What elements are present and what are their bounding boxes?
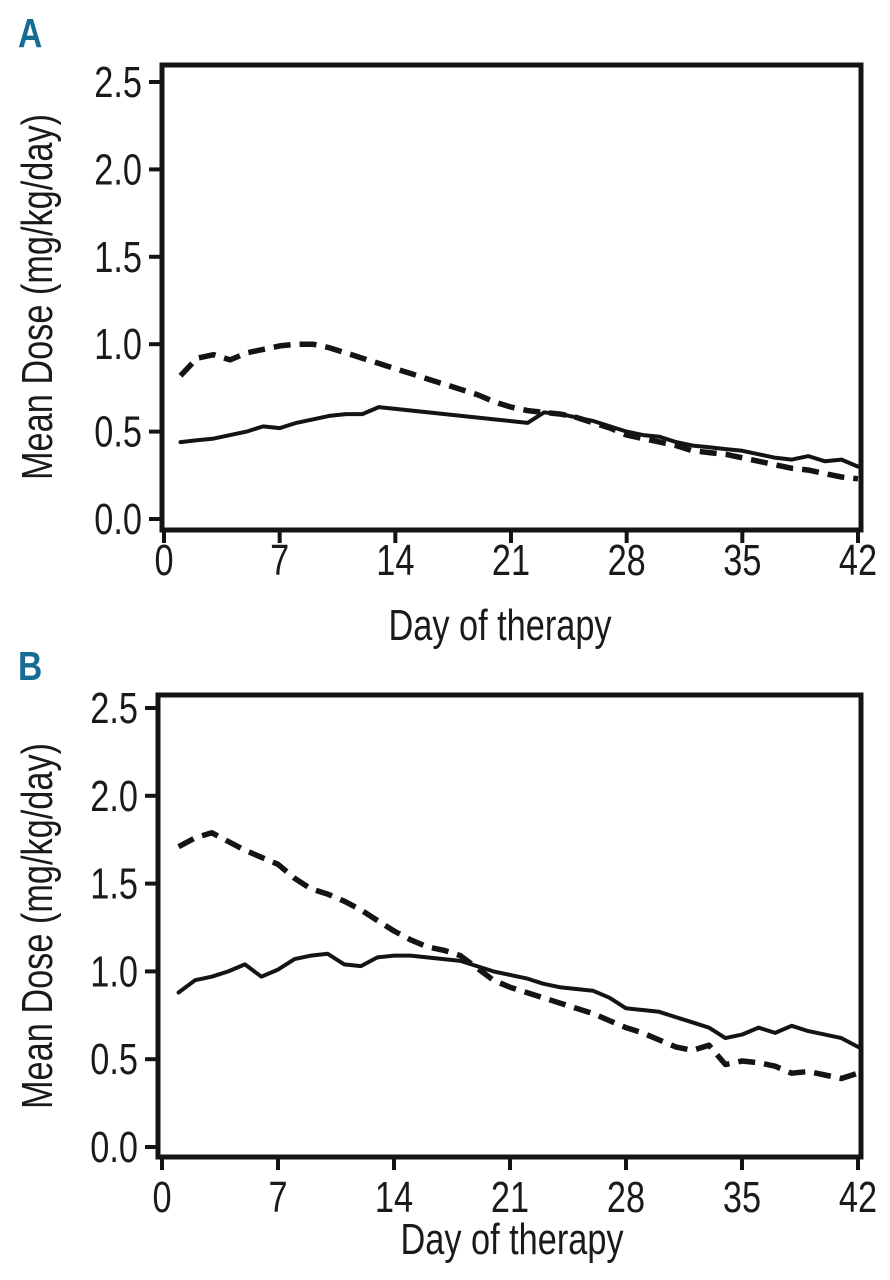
- x-tick-label-a: 21: [492, 536, 530, 585]
- x-tick-label-a: 0: [154, 536, 173, 585]
- x-tick-label-b: 21: [491, 1173, 529, 1222]
- x-tick-label-a: 28: [608, 536, 646, 585]
- y-tick-label-b: 0.5: [90, 1035, 138, 1084]
- y-tick-label-a: 2.0: [94, 145, 142, 194]
- x-tick-label-a: 7: [270, 536, 289, 585]
- y-tick-label-a: 0.5: [94, 408, 142, 457]
- x-tick-label-b: 0: [152, 1173, 171, 1222]
- panel-b-label: B: [18, 643, 43, 689]
- dashed-series-line-a: [178, 341, 859, 482]
- x-tick-label-a: 42: [839, 536, 877, 585]
- y-axis-title-b: Mean Dose (mg/kg/day): [13, 743, 62, 1109]
- solid-series-line-b: [176, 951, 860, 1049]
- y-tick-label-a: 2.5: [94, 58, 142, 107]
- panel-a: 0 7 14 21 28 35 42 0.0 0.5 1.0 1.5 2.0 2.5 Day of the…: [13, 58, 877, 650]
- x-tick-label-b: 28: [607, 1173, 645, 1222]
- dashed-series-line-b: [177, 829, 859, 1082]
- x-tick-label-a: 35: [723, 536, 761, 585]
- y-tick-label-a: 0.0: [94, 495, 142, 544]
- x-tick-label-a: 14: [376, 536, 414, 585]
- y-axis-title-a: Mean Dose (mg/kg/day): [13, 114, 62, 480]
- panel-b: 0 7 14 21 28 35 42 0.0 0.5 1.0 1.5 2.0 2.5 Day of the…: [13, 684, 877, 1264]
- y-tick-label-a: 1.5: [94, 233, 142, 282]
- panel-a-label: A: [18, 10, 43, 56]
- x-axis-title-a: Day of therapy: [388, 601, 611, 650]
- x-axis-title-b: Day of therapy: [400, 1215, 623, 1264]
- plot-frame-b: [155, 692, 864, 1160]
- x-tick-label-b: 14: [375, 1173, 413, 1222]
- solid-series-line-a: [178, 405, 860, 469]
- x-tick-label-b: 42: [839, 1173, 877, 1222]
- x-tick-label-b: 35: [723, 1173, 761, 1222]
- y-tick-label-b: 2.5: [90, 684, 138, 733]
- y-tick-label-a: 1.0: [94, 320, 142, 369]
- y-tick-label-b: 2.0: [90, 772, 138, 821]
- y-tick-label-b: 1.0: [90, 947, 138, 996]
- y-tick-label-b: 0.0: [90, 1123, 138, 1172]
- y-tick-label-b: 1.5: [90, 860, 138, 909]
- x-tick-label-b: 7: [268, 1173, 287, 1222]
